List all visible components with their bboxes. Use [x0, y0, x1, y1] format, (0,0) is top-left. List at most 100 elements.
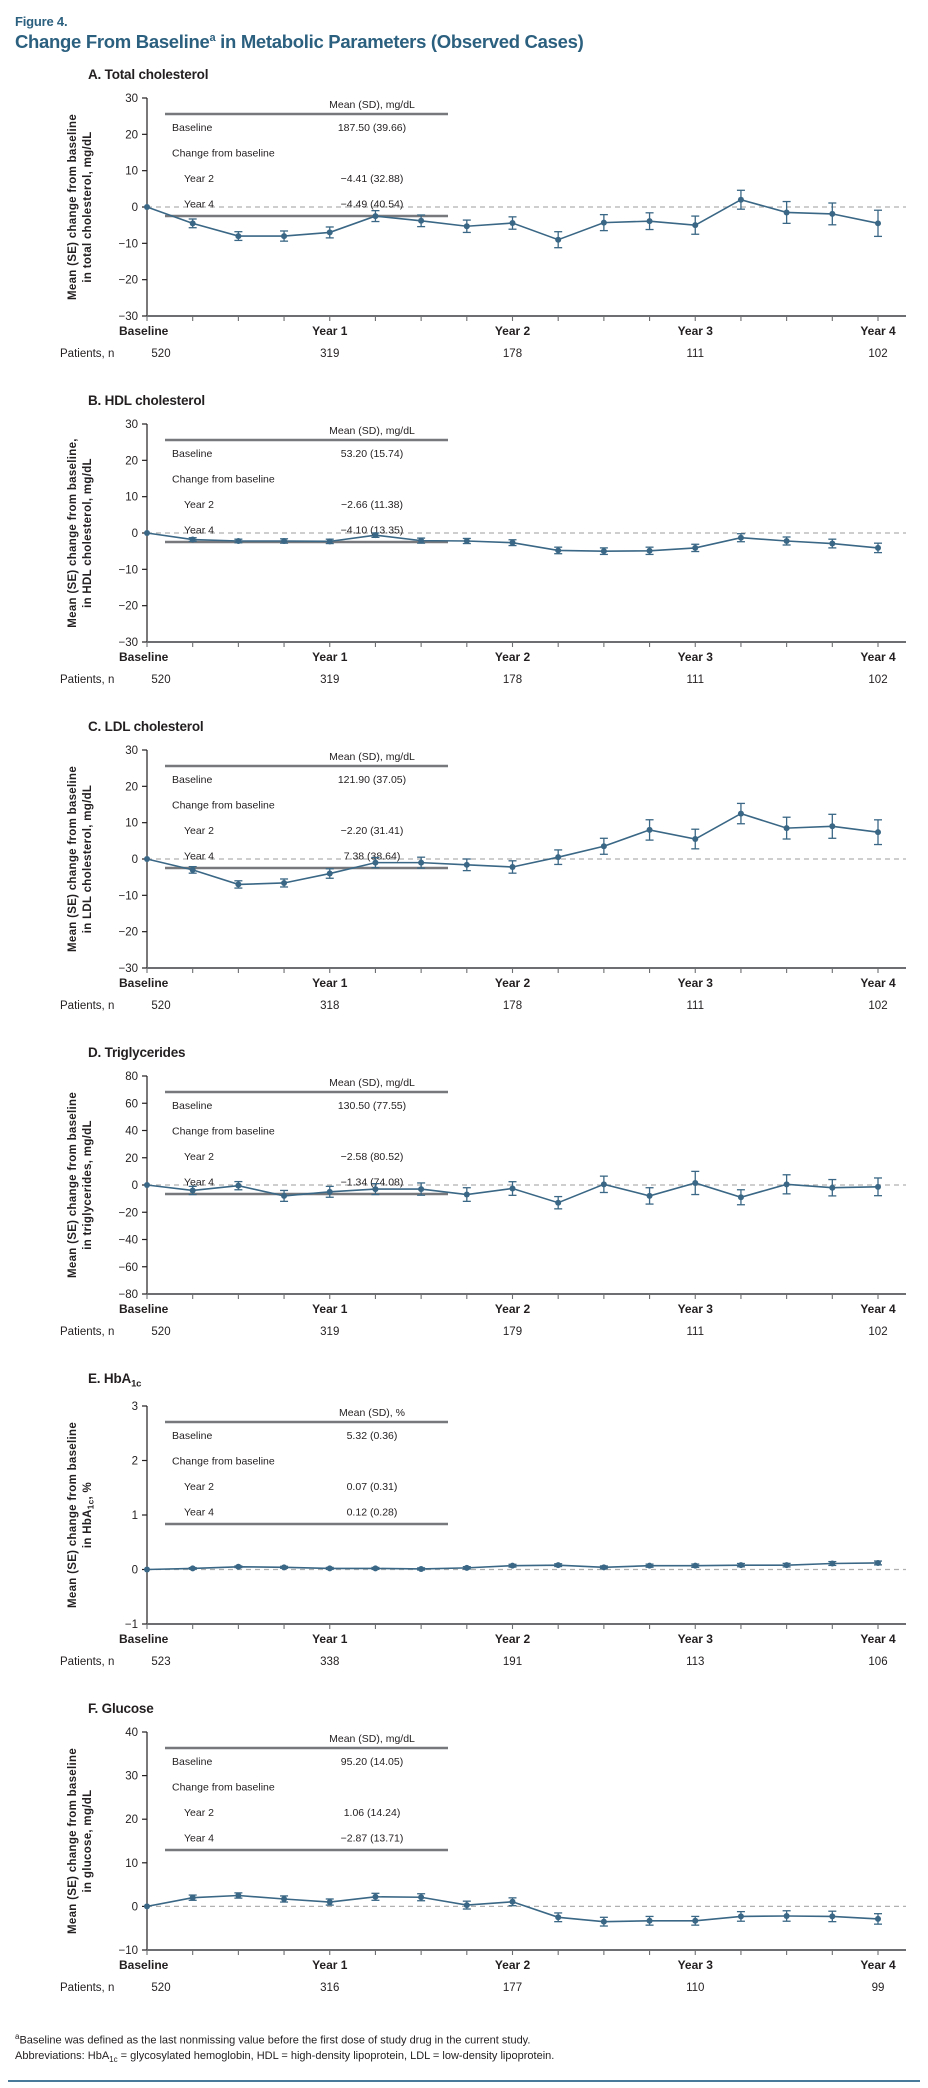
- data-point: [189, 1894, 196, 1901]
- data-point: [737, 810, 744, 817]
- panels-container: A. Total cholesterol 30 20 10 0 −10 −20 −30 Mean…: [0, 67, 928, 2017]
- y-tick-label: −30: [118, 637, 138, 649]
- y-tick-label: −10: [118, 1945, 138, 1957]
- y-tick-label: −10: [118, 238, 138, 250]
- data-point: [646, 1562, 653, 1569]
- patients-count: 520: [151, 348, 170, 360]
- y-tick-label: 40: [125, 1727, 138, 1739]
- inset-table-row-value: −1.34 (74.08): [341, 1177, 404, 1189]
- data-point: [875, 1915, 881, 1922]
- y-tick-label: 10: [125, 818, 138, 830]
- data-point: [555, 854, 562, 861]
- patients-row-label: Patients, n: [60, 348, 114, 360]
- panel-label: F. Glucose: [88, 1700, 154, 1716]
- x-tick-label: Year 4: [860, 1632, 896, 1646]
- y-axis-title-line2: in total cholesterol, mg/dL: [82, 131, 94, 282]
- data-point: [829, 540, 836, 547]
- x-tick-label: Year 2: [495, 1302, 531, 1316]
- patients-row-label: Patients, n: [60, 1656, 114, 1668]
- inset-table-row-label: Baseline: [172, 448, 212, 460]
- y-tick-label: 40: [125, 1126, 138, 1138]
- x-tick-label: Year 1: [312, 650, 348, 664]
- patients-count: 111: [687, 1326, 704, 1338]
- y-tick-label: −1: [125, 1619, 138, 1631]
- x-tick-label: Year 2: [495, 324, 531, 338]
- data-point: [372, 532, 379, 539]
- inset-table-row-value: 95.20 (14.05): [341, 1756, 403, 1768]
- y-axis-title-line2: in HbA1c, %: [82, 1482, 96, 1548]
- inset-table-row-value: −2.20 (31.41): [341, 825, 404, 837]
- data-point: [875, 544, 881, 551]
- patients-count: 102: [868, 1000, 887, 1012]
- error-bars: [188, 189, 882, 249]
- y-tick-label: 0: [132, 1180, 138, 1192]
- y-tick-label: 10: [125, 492, 138, 504]
- data-point: [418, 1893, 425, 1900]
- data-point: [418, 859, 425, 866]
- y-tick-label: −20: [118, 927, 138, 939]
- data-point: [783, 537, 790, 544]
- data-point: [326, 870, 333, 877]
- data-point: [600, 548, 607, 555]
- data-point: [144, 1182, 150, 1188]
- data-points: [144, 1179, 881, 1206]
- x-axis: Baseline Year 1 Year 2 Year 3 Year 4: [119, 1293, 906, 1316]
- y-tick-label: 30: [125, 93, 138, 105]
- data-point: [281, 879, 288, 886]
- x-tick-label: Baseline: [119, 976, 169, 990]
- x-tick-label: Year 3: [678, 1302, 714, 1316]
- inset-table-row-label: Year 2: [184, 499, 214, 511]
- patients-count: 178: [503, 1000, 522, 1012]
- data-point: [692, 1179, 699, 1186]
- data-point: [555, 1913, 562, 1920]
- data-points: [144, 810, 881, 888]
- x-axis: Baseline Year 1 Year 2 Year 3 Year 4: [119, 1622, 906, 1646]
- y-tick-label: 0: [132, 202, 138, 214]
- data-point: [463, 223, 470, 230]
- patients-count: 111: [687, 1000, 704, 1012]
- data-point: [372, 213, 379, 220]
- data-point: [326, 229, 333, 236]
- patients-row: Patients, n 520 319 178 111 102: [60, 348, 888, 360]
- y-tick-label: 3: [132, 1401, 138, 1413]
- data-point: [281, 1564, 288, 1571]
- data-point: [235, 233, 242, 240]
- patients-count: 316: [320, 1982, 339, 1994]
- y-tick-label: 30: [125, 1770, 138, 1782]
- data-point: [600, 843, 607, 850]
- data-point: [189, 1565, 196, 1572]
- data-point: [600, 1918, 607, 1925]
- y-axis-title-line2: in triglycerides, mg/dL: [82, 1120, 94, 1250]
- data-point: [737, 1913, 744, 1920]
- x-tick-label: Year 2: [495, 1958, 531, 1972]
- data-point: [829, 210, 836, 217]
- x-axis: Baseline Year 1 Year 2 Year 3 Year 4: [119, 967, 906, 990]
- y-tick-label: 30: [125, 745, 138, 757]
- inset-table-row-label: Baseline: [172, 1756, 212, 1768]
- panel-label: D. Triglycerides: [88, 1045, 186, 1060]
- data-point: [646, 1917, 653, 1924]
- data-point: [235, 1182, 242, 1189]
- patients-count: 110: [686, 1982, 704, 1994]
- x-tick-label: Baseline: [119, 324, 169, 338]
- data-point: [875, 1559, 881, 1566]
- panel-label: E. HbA1c: [88, 1371, 142, 1390]
- inset-table-row-value: −2.87 (13.71): [341, 1832, 404, 1844]
- inset-table-row-label: Change from baseline: [172, 1781, 275, 1793]
- inset-table-row-label: Baseline: [172, 1430, 212, 1442]
- chart-panel-e: E. HbA1c 3 2 1 0 −1 Mean (SE) change from base…: [0, 1371, 928, 1691]
- patients-count: 319: [320, 674, 339, 686]
- data-point: [875, 1183, 881, 1190]
- y-axis: 3 2 1 0 −1: [125, 1401, 148, 1631]
- x-tick-label: Year 4: [860, 1302, 896, 1316]
- data-point: [509, 863, 516, 870]
- data-point: [144, 530, 150, 536]
- data-point: [326, 1188, 333, 1195]
- data-point: [509, 220, 516, 227]
- patients-row-label: Patients, n: [60, 1000, 114, 1012]
- data-point: [281, 1192, 288, 1199]
- inset-table-header: Mean (SD), mg/dL: [329, 1733, 415, 1745]
- data-point: [555, 1199, 562, 1206]
- inset-table-row-value: 0.12 (0.28): [347, 1506, 398, 1518]
- data-point: [235, 537, 242, 544]
